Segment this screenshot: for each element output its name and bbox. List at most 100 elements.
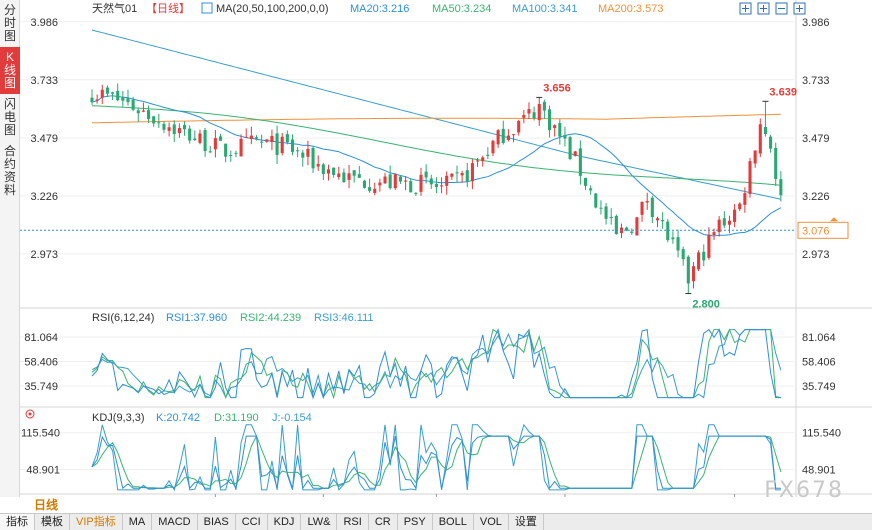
plus-icon[interactable]: [793, 2, 806, 15]
kdj-left-tick: 48.901: [26, 465, 60, 477]
candle: [280, 136, 284, 154]
candle: [691, 266, 696, 282]
cr-button[interactable]: CR: [369, 514, 398, 530]
ma50-line: [91, 105, 781, 186]
tab-0[interactable]: 分时图: [3, 3, 16, 43]
candle: [188, 128, 192, 141]
target-icon[interactable]: [25, 409, 35, 419]
candle: [105, 87, 109, 94]
rsi-value-label: RSI2:44.239: [240, 312, 301, 324]
ma-label: MA(20,50,100,200,0,0): [216, 3, 329, 15]
candle: [470, 163, 474, 182]
candle: [758, 124, 762, 154]
kdj-j-line: [91, 423, 781, 492]
expand-icon[interactable]: [739, 2, 752, 15]
candle: [604, 206, 608, 219]
candle: [326, 169, 331, 174]
extreme-annotation: 3.656: [543, 82, 571, 94]
kdj-label: KDJ(9,3,3): [92, 412, 145, 424]
candle: [738, 203, 742, 210]
ma-value-label: MA200:3.573: [598, 3, 663, 15]
candle: [697, 252, 701, 270]
bias-button[interactable]: BIAS: [198, 514, 236, 530]
candle: [203, 130, 207, 152]
candle: [388, 174, 392, 189]
rsi3-line: [91, 329, 782, 399]
candle: [429, 178, 433, 185]
ma-value-label: MA20:3.216: [350, 3, 409, 15]
last-price-label: 3.076: [802, 225, 830, 237]
candle: [527, 109, 531, 114]
candle: [748, 161, 752, 194]
grid-icon[interactable]: [757, 2, 770, 15]
candle: [460, 173, 464, 176]
candle: [450, 173, 454, 177]
indicator-toolbar: 指标 模板 VIP指标 MA MACD BIAS CCI KDJ LW& RSI CR PSY BOLL…: [0, 513, 872, 530]
candle: [743, 193, 747, 205]
candle: [707, 234, 711, 258]
ma-button[interactable]: MA: [123, 514, 153, 530]
minus-icon[interactable]: [775, 2, 788, 15]
rsi-left-tick: 81.064: [24, 332, 58, 344]
candle: [141, 110, 145, 112]
candle: [537, 103, 541, 121]
settings-button[interactable]: 设置: [509, 514, 544, 530]
candle: [733, 209, 737, 222]
candle: [517, 120, 521, 133]
candle: [481, 157, 485, 162]
lwr-button[interactable]: LW&: [301, 514, 338, 530]
candle: [727, 220, 731, 225]
kdj-right-tick: 115.540: [802, 428, 841, 440]
tab-3[interactable]: 合约资料: [3, 144, 16, 197]
cci-button[interactable]: CCI: [236, 514, 268, 530]
candle: [440, 185, 444, 187]
boll-button[interactable]: BOLL: [433, 514, 474, 530]
left-tick-label: 3.479: [30, 133, 58, 145]
candle: [434, 183, 438, 188]
candle: [136, 110, 140, 114]
macd-button[interactable]: MACD: [152, 514, 198, 530]
candle: [342, 172, 346, 183]
indicator-button[interactable]: 指标: [0, 514, 35, 530]
kdj-right-tick: 48.901: [802, 465, 836, 477]
candle: [496, 130, 500, 145]
candle: [182, 125, 187, 130]
candle: [296, 150, 300, 152]
candle: [121, 97, 125, 101]
candle: [362, 180, 367, 188]
right-tick-label: 3.479: [802, 133, 830, 145]
candle: [491, 140, 495, 154]
period-label[interactable]: 日线: [20, 497, 72, 513]
vol-button[interactable]: VOL: [474, 514, 509, 530]
candle: [301, 152, 305, 158]
candle: [717, 219, 721, 232]
extreme-annotation: 2.800: [692, 299, 720, 311]
candle: [234, 152, 238, 154]
tab-2[interactable]: 闪电图: [3, 97, 16, 137]
candle: [661, 220, 665, 222]
template-button[interactable]: 模板: [35, 514, 70, 530]
extreme-annotation: 3.639: [769, 86, 797, 98]
candle: [285, 134, 289, 143]
right-tick-label: 3.733: [802, 75, 830, 87]
vip-indicator-button[interactable]: VIP指标: [70, 514, 123, 530]
candle: [563, 135, 567, 139]
psy-button[interactable]: PSY: [398, 514, 433, 530]
rsi-button[interactable]: RSI: [337, 514, 369, 530]
candle: [260, 141, 264, 143]
kline-chart[interactable]: 3.986 3.986 3.733 3.733 3.479 3.479 3.226 3.226…: [20, 0, 872, 497]
candle: [712, 232, 716, 235]
candle: [368, 187, 372, 191]
candle: [311, 147, 315, 169]
candle: [373, 188, 377, 193]
candle: [640, 201, 644, 215]
candle: [532, 112, 536, 119]
kdj-button[interactable]: KDJ: [268, 514, 302, 530]
rsi-value-label: RSI3:46.111: [314, 312, 374, 324]
candle: [722, 218, 726, 226]
candle: [671, 237, 675, 240]
watermark-text: FX678: [764, 478, 844, 503]
last-price-box: [797, 221, 849, 239]
candle: [686, 256, 690, 284]
